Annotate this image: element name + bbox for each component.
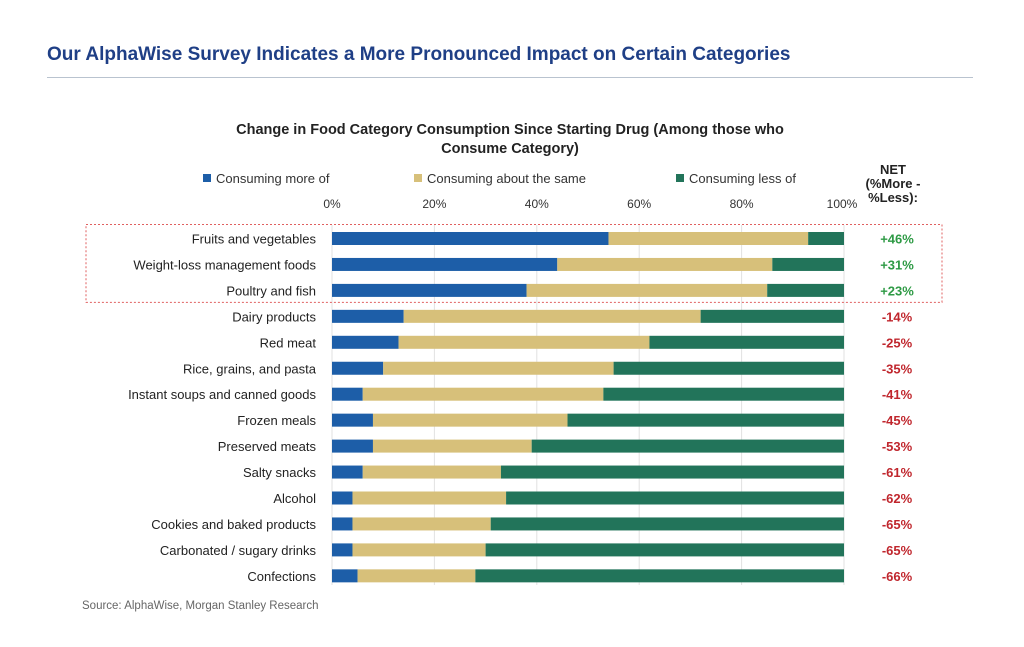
bar-segment-more xyxy=(332,439,373,453)
bar-segment-same xyxy=(357,569,476,583)
bar-segment-less xyxy=(490,517,844,531)
legend-item-more: Consuming more of xyxy=(203,171,329,186)
bar-segment-same xyxy=(608,232,809,245)
bar-segment-more xyxy=(332,543,353,557)
category-label: Instant soups and canned goods xyxy=(128,387,316,402)
net-header-line-1: NET xyxy=(880,162,906,177)
bar-segment-more xyxy=(332,569,358,583)
net-value-label: -41% xyxy=(882,387,913,402)
bar-segment-less xyxy=(613,361,844,375)
category-label: Carbonated / sugary drinks xyxy=(160,543,317,558)
legend-swatch-same xyxy=(414,174,422,182)
bar-segment-less xyxy=(475,569,844,583)
x-tick-label: 80% xyxy=(730,197,754,211)
bar-segment-more xyxy=(332,517,353,531)
bar-segment-less xyxy=(767,283,844,297)
category-label: Confections xyxy=(247,569,316,584)
bar-segment-same xyxy=(362,465,501,479)
category-label: Salty snacks xyxy=(243,465,316,480)
net-value-label: -53% xyxy=(882,439,913,454)
category-label: Alcohol xyxy=(273,491,316,506)
bar-segment-more xyxy=(332,283,527,297)
category-label: Preserved meats xyxy=(218,439,317,454)
source-note: Source: AlphaWise, Morgan Stanley Resear… xyxy=(82,600,319,612)
bar-segment-less xyxy=(649,335,844,349)
bar-segment-more xyxy=(332,413,373,427)
bar-segment-more xyxy=(332,232,609,245)
bar-segment-more xyxy=(332,387,363,401)
net-value-label: +23% xyxy=(880,283,914,298)
category-label: Rice, grains, and pasta xyxy=(183,361,317,376)
net-value-label: -35% xyxy=(882,361,913,376)
net-value-label: -62% xyxy=(882,491,913,506)
bar-segment-same xyxy=(403,309,701,323)
bar-segment-less xyxy=(567,413,844,427)
category-label: Weight-loss management foods xyxy=(133,257,316,272)
highlight-box xyxy=(85,224,943,303)
bar-segment-less xyxy=(500,465,844,479)
net-value-label: -65% xyxy=(882,517,913,532)
chart-title-line-1: Change in Food Category Consumption Sinc… xyxy=(236,122,784,138)
legend-item-less: Consuming less of xyxy=(676,171,796,186)
bar-segment-same xyxy=(352,543,486,557)
bar-segment-less xyxy=(506,491,844,505)
legend-item-same: Consuming about the same xyxy=(414,171,586,186)
net-value-label: -45% xyxy=(882,413,913,428)
bar-segment-same xyxy=(352,517,491,531)
bar-segment-less xyxy=(700,309,844,323)
category-label: Poultry and fish xyxy=(226,283,316,298)
bar-segment-more xyxy=(332,335,399,349)
bar-segment-same xyxy=(557,257,773,271)
bar-segment-more xyxy=(332,309,404,323)
chart-title-line-2: Consume Category) xyxy=(441,141,579,157)
bar-segment-same xyxy=(372,439,532,453)
net-column-header: NET (%More - %Less): xyxy=(848,163,938,205)
bar-segment-less xyxy=(603,387,844,401)
category-label: Fruits and vegetables xyxy=(192,232,317,247)
slide-title: Our AlphaWise Survey Indicates a More Pr… xyxy=(47,44,791,65)
category-label: Frozen meals xyxy=(237,413,316,428)
title-divider xyxy=(47,77,973,78)
x-tick-label: 40% xyxy=(525,197,549,211)
bar-segment-more xyxy=(332,257,558,271)
bar-segment-more xyxy=(332,465,363,479)
bar-segment-more xyxy=(332,361,384,375)
bar-segment-less xyxy=(531,439,844,453)
bar-segment-same xyxy=(352,491,507,505)
legend-swatch-more xyxy=(203,174,211,182)
x-tick-label: 100% xyxy=(827,197,858,211)
bar-segment-same xyxy=(362,387,604,401)
bar-segment-less xyxy=(485,543,844,557)
net-value-label: -14% xyxy=(882,309,913,324)
bar-segment-same xyxy=(526,283,768,297)
bar-segment-same xyxy=(383,361,614,375)
chart-title: Change in Food Category Consumption Sinc… xyxy=(190,121,830,159)
bar-segment-less xyxy=(772,257,844,271)
x-tick-label: 20% xyxy=(422,197,446,211)
bar-segment-more xyxy=(332,491,353,505)
legend-label-less: Consuming less of xyxy=(689,171,796,186)
net-value-label: +46% xyxy=(880,232,914,247)
net-value-label: -66% xyxy=(882,569,913,584)
category-label: Red meat xyxy=(260,335,317,350)
category-label: Cookies and baked products xyxy=(151,517,316,532)
net-value-label: -61% xyxy=(882,465,913,480)
legend-swatch-less xyxy=(676,174,684,182)
net-value-label: -65% xyxy=(882,543,913,558)
net-value-label: +31% xyxy=(880,257,914,272)
net-value-label: -25% xyxy=(882,335,913,350)
net-header-line-2: (%More - xyxy=(865,176,921,191)
legend-label-more: Consuming more of xyxy=(216,171,330,186)
legend-label-same: Consuming about the same xyxy=(427,171,586,186)
x-tick-label: 0% xyxy=(323,197,341,211)
bar-segment-same xyxy=(372,413,568,427)
net-header-line-3: %Less): xyxy=(868,190,918,205)
bar-segment-same xyxy=(398,335,650,349)
x-tick-label: 60% xyxy=(627,197,651,211)
category-label: Dairy products xyxy=(232,309,316,324)
bar-segment-less xyxy=(808,232,844,245)
